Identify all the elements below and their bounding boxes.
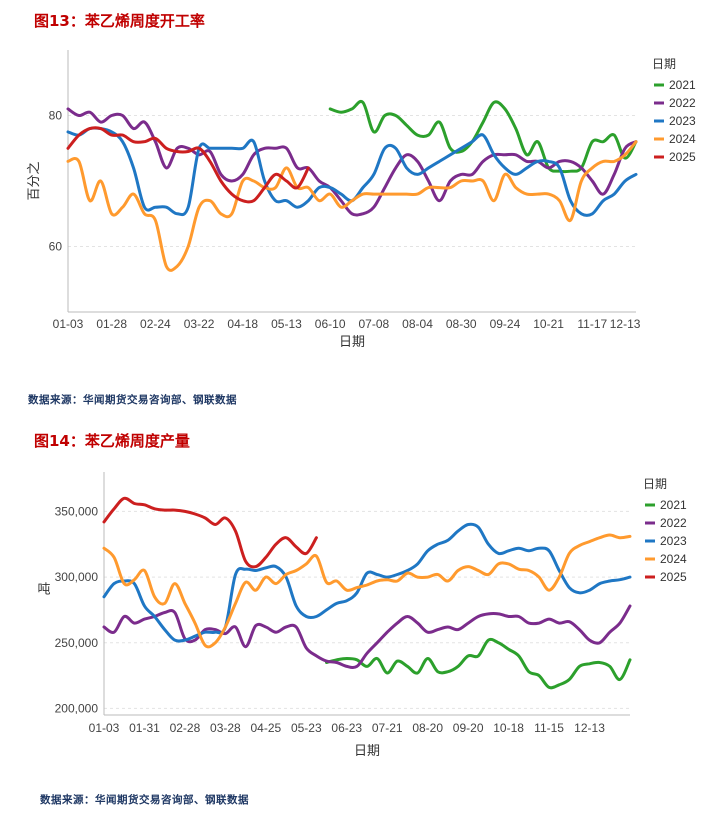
x-tick-label: 02-24 <box>140 317 171 331</box>
x-tick-label: 11-17 <box>577 317 607 331</box>
x-tick-label: 08-20 <box>412 721 443 735</box>
x-tick-label: 09-20 <box>453 721 484 735</box>
x-tick-label: 01-03 <box>53 317 84 331</box>
x-tick-label: 06-10 <box>315 317 346 331</box>
figure-13-title: 图13：苯乙烯周度开工率 <box>34 12 205 30</box>
y-tick-label: 60 <box>49 240 63 254</box>
legend-label-2023: 2023 <box>669 114 696 128</box>
y-tick-label: 250,000 <box>55 636 99 650</box>
x-tick-label: 07-08 <box>358 317 389 331</box>
y-tick-label: 300,000 <box>55 570 99 584</box>
series-line-2025 <box>66 126 310 204</box>
figure-14-source: 数据来源：华闻期货交易咨询部、钢联数据 <box>40 794 249 806</box>
series-line-2022 <box>102 604 632 670</box>
x-tick-label: 02-28 <box>170 721 201 735</box>
legend-label-2025: 2025 <box>669 150 696 164</box>
x-tick-label: 10-18 <box>493 721 524 735</box>
x-tick-label: 01-31 <box>129 721 160 735</box>
x-tick-label: 10-21 <box>533 317 564 331</box>
production-volume-chart: 200,000 250,000 300,000 350,000 01-03 01-31 02… <box>37 472 687 758</box>
y-tick-label: 200,000 <box>55 701 99 715</box>
legend-title: 日期 <box>643 477 667 491</box>
x-tick-label: 01-28 <box>96 317 127 331</box>
y-tick-label: 350,000 <box>55 504 99 518</box>
y-axis-title: 吨 <box>37 582 50 597</box>
x-tick-label: 09-24 <box>490 317 521 331</box>
y-tick-label: 80 <box>49 109 63 123</box>
legend-label-2021: 2021 <box>660 498 687 512</box>
x-tick-label: 01-03 <box>89 721 120 735</box>
x-tick-label: 12-13 <box>574 721 605 735</box>
x-tick-label: 08-30 <box>446 317 477 331</box>
legend-label-2024: 2024 <box>660 552 687 566</box>
x-tick-label: 07-21 <box>372 721 403 735</box>
figure-14-title: 图14：苯乙烯周度产量 <box>34 432 190 450</box>
series-line-2022 <box>66 107 638 217</box>
y-axis-title: 百分之 <box>26 161 41 200</box>
series-line-2024 <box>102 533 632 649</box>
x-tick-label: 05-13 <box>271 317 302 331</box>
x-tick-label: 05-23 <box>291 721 322 735</box>
x-axis-title: 日期 <box>339 334 365 349</box>
legend-label-2023: 2023 <box>660 534 687 548</box>
x-tick-label: 12-13 <box>610 317 641 331</box>
x-tick-label: 11-15 <box>534 721 564 735</box>
x-tick-label: 03-22 <box>184 317 215 331</box>
x-tick-label: 04-18 <box>227 317 258 331</box>
x-tick-label: 06-23 <box>331 721 362 735</box>
utilization-rate-chart: 60 80 01-03 01-28 02-24 03-22 04-18 05-13 06-10 0… <box>26 50 696 349</box>
series-line-2025 <box>102 496 318 569</box>
x-tick-label: 08-04 <box>402 317 433 331</box>
legend-label-2021: 2021 <box>669 78 696 92</box>
figure-13-source: 数据来源：华闻期货交易咨询部、钢联数据 <box>28 394 237 406</box>
series-line-2024 <box>66 140 638 272</box>
legend-label-2022: 2022 <box>660 516 687 530</box>
legend-title: 日期 <box>652 57 676 71</box>
legend-label-2022: 2022 <box>669 96 696 110</box>
x-tick-label: 03-28 <box>210 721 241 735</box>
x-axis-title: 日期 <box>354 743 380 758</box>
series-line-2023 <box>102 522 632 643</box>
series-line-2021 <box>328 100 638 174</box>
series-line-2021 <box>325 637 632 690</box>
x-tick-label: 04-25 <box>250 721 281 735</box>
legend-label-2025: 2025 <box>660 570 687 584</box>
legend-label-2024: 2024 <box>669 132 696 146</box>
